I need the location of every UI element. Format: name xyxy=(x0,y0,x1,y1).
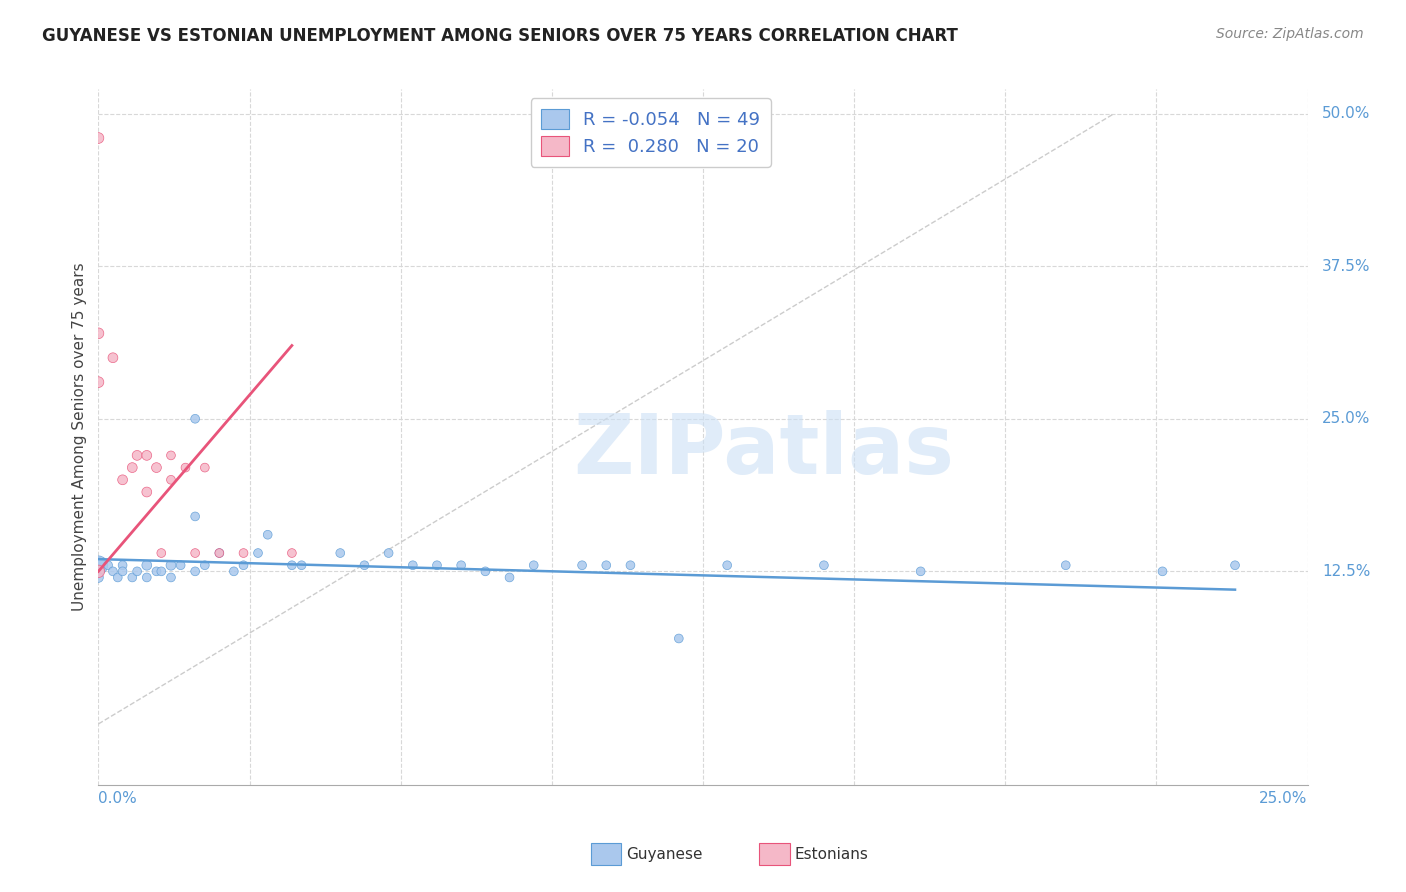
Point xyxy=(619,558,641,573)
Text: Source: ZipAtlas.com: Source: ZipAtlas.com xyxy=(1216,27,1364,41)
Point xyxy=(194,460,217,475)
Text: Guyanese: Guyanese xyxy=(626,847,702,862)
Point xyxy=(127,449,149,463)
Point xyxy=(222,565,245,579)
Point xyxy=(184,546,207,560)
Point xyxy=(716,558,738,573)
Point xyxy=(150,546,173,560)
Point xyxy=(813,558,835,573)
Point xyxy=(208,546,231,560)
Point xyxy=(135,570,157,584)
Point xyxy=(281,558,304,573)
Point xyxy=(247,546,270,560)
Point xyxy=(135,449,157,463)
Point xyxy=(111,558,134,573)
Point xyxy=(523,558,546,573)
Point xyxy=(87,570,110,584)
Y-axis label: Unemployment Among Seniors over 75 years: Unemployment Among Seniors over 75 years xyxy=(72,263,87,611)
Point xyxy=(135,485,157,500)
Point xyxy=(281,546,304,560)
Point xyxy=(668,632,690,646)
Point xyxy=(208,546,231,560)
Point xyxy=(329,546,352,560)
Point xyxy=(87,131,110,145)
Point xyxy=(450,558,472,573)
Point xyxy=(87,565,110,579)
Point xyxy=(290,558,312,573)
Point xyxy=(111,565,134,579)
Point xyxy=(160,570,183,584)
Point xyxy=(87,558,110,573)
Point xyxy=(87,565,110,579)
Point xyxy=(1054,558,1077,573)
Point xyxy=(184,509,207,524)
Text: GUYANESE VS ESTONIAN UNEMPLOYMENT AMONG SENIORS OVER 75 YEARS CORRELATION CHART: GUYANESE VS ESTONIAN UNEMPLOYMENT AMONG … xyxy=(42,27,957,45)
Point xyxy=(426,558,449,573)
Point xyxy=(1223,558,1246,573)
Point xyxy=(135,558,157,573)
Text: Estonians: Estonians xyxy=(794,847,869,862)
Text: 25.0%: 25.0% xyxy=(1322,411,1371,426)
Point xyxy=(87,326,110,341)
Point xyxy=(87,558,110,573)
Point xyxy=(910,565,932,579)
Text: 25.0%: 25.0% xyxy=(1260,791,1308,806)
Point xyxy=(184,565,207,579)
Point xyxy=(111,473,134,487)
Point xyxy=(150,565,173,579)
Point xyxy=(174,460,197,475)
Point xyxy=(402,558,425,573)
Point xyxy=(353,558,375,573)
Point xyxy=(87,558,110,573)
Text: 0.0%: 0.0% xyxy=(98,791,138,806)
Point xyxy=(160,473,183,487)
Point xyxy=(184,411,207,425)
Point xyxy=(121,570,143,584)
Point xyxy=(256,527,278,541)
Text: 50.0%: 50.0% xyxy=(1322,106,1371,121)
Point xyxy=(595,558,617,573)
Text: 12.5%: 12.5% xyxy=(1322,564,1371,579)
Point xyxy=(145,460,167,475)
Point xyxy=(232,546,254,560)
Point xyxy=(169,558,191,573)
Text: ZIPatlas: ZIPatlas xyxy=(574,410,953,491)
Point xyxy=(101,565,124,579)
Point xyxy=(121,460,143,475)
Point xyxy=(160,449,183,463)
Point xyxy=(160,558,183,573)
Point xyxy=(1152,565,1174,579)
Point xyxy=(498,570,520,584)
Point xyxy=(194,558,217,573)
Point xyxy=(101,351,124,365)
Point xyxy=(97,558,120,573)
Point xyxy=(127,565,149,579)
Point xyxy=(474,565,496,579)
Legend: R = -0.054   N = 49, R =  0.280   N = 20: R = -0.054 N = 49, R = 0.280 N = 20 xyxy=(530,98,770,167)
Text: 37.5%: 37.5% xyxy=(1322,259,1371,274)
Point xyxy=(377,546,399,560)
Point xyxy=(571,558,593,573)
Point xyxy=(232,558,254,573)
Point xyxy=(87,375,110,389)
Point xyxy=(107,570,129,584)
Point xyxy=(145,565,167,579)
